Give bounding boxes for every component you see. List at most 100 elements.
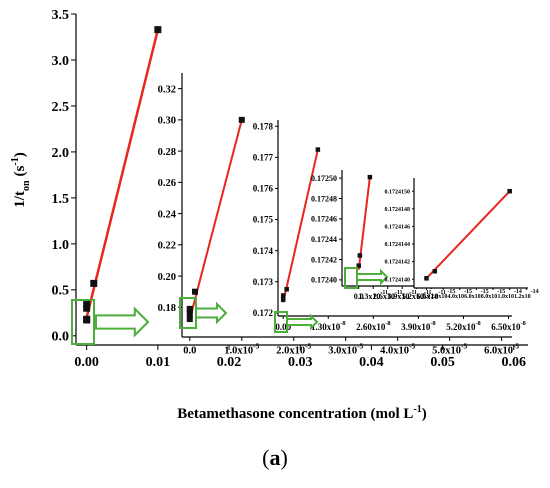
x-tick-label: 1.30x10-8 xyxy=(311,320,346,332)
y-tick-label: 2.0 xyxy=(52,146,70,161)
y-axis-title: 1/ton(s-1) xyxy=(10,152,32,207)
y-tick-label: 2.5 xyxy=(52,100,70,115)
y-tick-label: 0.17244 xyxy=(311,235,337,244)
x-tick-label: 0.00 xyxy=(275,322,291,332)
y-tick-label: 0.1724146 xyxy=(385,225,411,231)
data-point xyxy=(507,188,512,194)
zoom-arrow xyxy=(95,306,150,338)
x-tick-label: 2.6x10-11 xyxy=(373,290,403,301)
data-point xyxy=(154,26,162,34)
x-tick-label: 2.0x10-5 xyxy=(276,342,311,357)
x-tick-label: 2.0x10-15 xyxy=(431,289,456,300)
y-tick-label: 0.17250 xyxy=(311,174,337,183)
y-tick-label: 0.32 xyxy=(158,84,176,95)
data-point xyxy=(186,305,193,312)
x-tick-label: 3.9x10-11 xyxy=(387,290,417,301)
data-point xyxy=(90,279,98,287)
data-point xyxy=(284,286,289,292)
x-tick-label: 5.0x10-5 xyxy=(432,342,467,357)
y-tick-label: 0.173 xyxy=(253,277,274,287)
y-tick-label: 0.30 xyxy=(158,116,176,127)
y-tick-label: 3.5 xyxy=(52,8,70,23)
y-tick-label: 0.1724140 xyxy=(385,277,411,283)
y-tick-label: 0.1724144 xyxy=(385,242,411,248)
y-tick-label: 0.17242 xyxy=(311,255,337,264)
x-tick-label: 6.0x10-15 xyxy=(464,289,489,300)
data-point xyxy=(356,263,361,268)
fit-line xyxy=(85,29,160,318)
y-tick-label: 0.176 xyxy=(253,184,274,194)
y-tick-label: 0.1724150 xyxy=(385,189,411,195)
x-tick-label: 6.0x10-5 xyxy=(484,342,519,357)
zoom-arrow xyxy=(286,313,319,331)
x-tick-label: 0.00 xyxy=(74,355,99,370)
x-tick-label: 0.03 xyxy=(288,355,313,370)
figure-caption: (a) xyxy=(262,445,288,470)
data-point xyxy=(367,174,373,180)
data-point xyxy=(186,316,193,323)
x-tick-label: 0.01 xyxy=(146,355,171,370)
x-tick-label: 0.04 xyxy=(359,355,384,370)
calibration-chart: 0.00.51.01.52.02.53.03.50.00 0.01 0.02 0.03… xyxy=(10,8,539,422)
zoom-box xyxy=(71,299,95,345)
x-tick-label: 4.0x10-5 xyxy=(380,342,415,357)
x-tick-label: 0.0 xyxy=(423,294,431,300)
y-tick-label: 1.5 xyxy=(52,192,70,207)
fit-line xyxy=(282,149,319,303)
zoom-arrow xyxy=(356,268,389,286)
x-tick-label: 0.0 xyxy=(354,292,364,301)
x-tick-label: 8.0x10-15 xyxy=(481,289,506,300)
y-tick-label: 0.174 xyxy=(253,246,274,256)
data-point xyxy=(432,269,438,274)
data-point xyxy=(357,253,363,258)
y-tick-label: 0.17248 xyxy=(311,194,337,203)
fit-line xyxy=(188,119,243,320)
data-point xyxy=(191,288,198,295)
x-tick-label: 3.90x10-8 xyxy=(401,320,436,332)
y-tick-label: 0.178 xyxy=(253,121,274,131)
fit-line xyxy=(425,190,511,280)
x-tick-label: 1.0x10-5 xyxy=(224,342,259,357)
y-tick-label: 3.0 xyxy=(52,54,70,69)
x-tick-label: 1.0x10-14 xyxy=(497,289,522,300)
x-tick-label: 5.2x10-11 xyxy=(402,290,432,301)
y-tick-label: 0.172 xyxy=(253,308,274,318)
y-tick-label: 0.24 xyxy=(158,209,177,220)
y-tick-label: 0.175 xyxy=(253,215,274,225)
y-tick-label: 0.20 xyxy=(158,272,176,283)
x-tick-label: 4.0x10-15 xyxy=(448,289,473,300)
x-tick-label: 0.06 xyxy=(502,355,527,370)
data-point xyxy=(83,304,91,312)
y-tick-label: 0.18 xyxy=(158,303,176,314)
x-tick-label: 5.20x10-8 xyxy=(446,320,481,332)
y-tick-label: 0.26 xyxy=(158,178,176,189)
panel-inset4: 0.1724140 0.1724142 0.1724144 0.1724146 0.17… xyxy=(385,178,539,300)
x-tick-label: 6.5x10-11 xyxy=(416,290,446,301)
x-tick-label: 1.2x10-14 xyxy=(514,289,539,300)
y-tick-label: 0.22 xyxy=(158,241,176,252)
y-tick-label: 0.17246 xyxy=(311,215,337,224)
y-tick-label: 0.5 xyxy=(52,284,70,299)
data-point xyxy=(238,116,245,123)
data-point xyxy=(186,310,193,317)
panel-main: 0.00.51.01.52.02.53.03.50.00 0.01 0.02 0.03… xyxy=(10,8,528,422)
y-tick-label: 0.28 xyxy=(158,147,176,158)
data-point xyxy=(315,147,321,152)
x-tick-label: 3.0x10-5 xyxy=(328,342,363,357)
y-tick-label: 0.0 xyxy=(52,330,70,345)
x-tick-label: 6.50x10-8 xyxy=(491,320,526,332)
x-tick-label: 0.05 xyxy=(430,355,455,370)
y-tick-label: 0.17240 xyxy=(311,276,337,285)
data-point xyxy=(83,315,91,323)
data-point xyxy=(424,276,429,281)
x-tick-label: 1.3x10-11 xyxy=(358,290,388,301)
x-tick-label: 2.60x10-8 xyxy=(356,320,391,332)
y-tick-label: 0.1724148 xyxy=(385,207,411,213)
data-point xyxy=(280,297,286,303)
x-tick-label: 0.0 xyxy=(183,346,196,357)
zoom-arrow xyxy=(195,301,228,325)
data-point xyxy=(280,293,286,298)
y-tick-label: 1.0 xyxy=(52,238,70,253)
x-tick-label: 0.02 xyxy=(217,355,242,370)
data-point xyxy=(83,301,91,309)
